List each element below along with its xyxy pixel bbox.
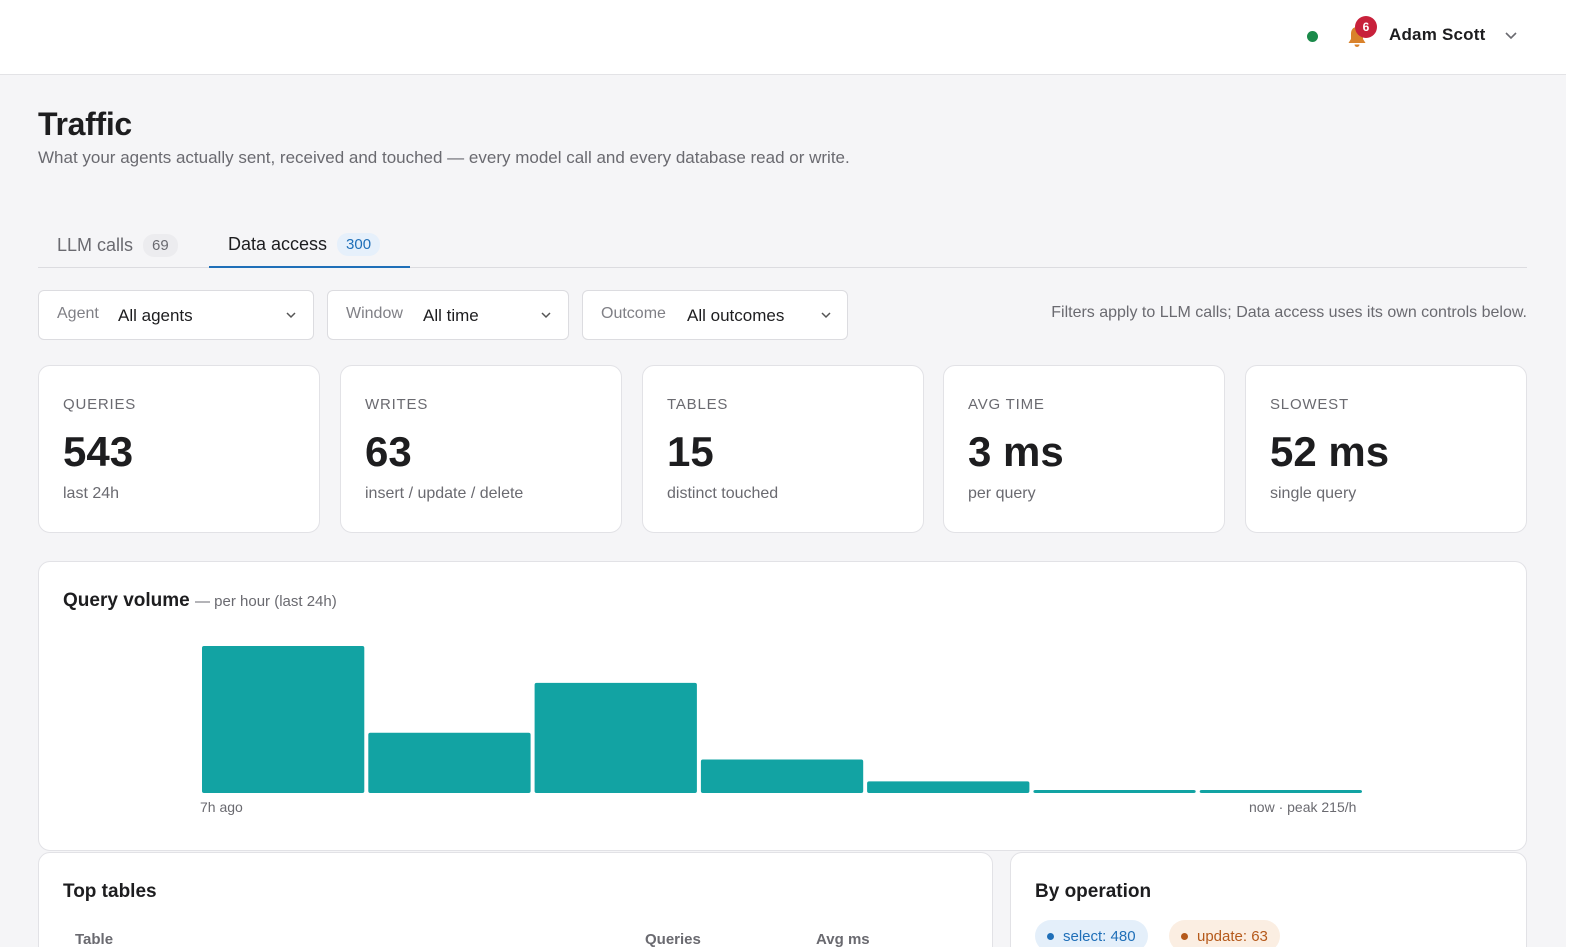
chart-bar[interactable] — [534, 682, 697, 793]
tab-data-access[interactable]: Data access 300 — [209, 222, 410, 268]
chart-bar[interactable] — [700, 759, 864, 794]
kpi-card-tables: TABLES 15 distinct touched — [642, 365, 924, 533]
status-indicator — [1307, 31, 1318, 42]
chart-bar[interactable] — [867, 781, 1030, 793]
chevron-down-icon — [821, 312, 831, 319]
pill-label: select: 480 — [1063, 927, 1136, 945]
tab-llm-calls[interactable]: LLM calls 69 — [57, 222, 178, 268]
tab-bar: LLM calls 69 Data access 300 — [38, 222, 1527, 268]
chevron-down-icon — [286, 312, 296, 319]
section-title: By operation — [1035, 881, 1152, 902]
tab-label: LLM calls — [57, 234, 134, 255]
kpi-value: 52 ms — [1270, 428, 1390, 475]
chart-title-text: Query volume — [63, 590, 190, 611]
kpi-card-writes: WRITES 63 insert / update / delete — [340, 365, 622, 533]
chart-bar[interactable] — [202, 646, 365, 793]
kpi-sub: per query — [968, 485, 1036, 502]
top-tables-card: Top tables Table Queries Avg ms — [38, 852, 993, 947]
axis-label-end: now · peak 215/h — [1249, 799, 1357, 815]
operation-pill-update[interactable]: update: 63 — [1169, 920, 1280, 947]
kpi-value: 15 — [667, 428, 714, 475]
chart-bar[interactable] — [1033, 790, 1196, 793]
filters-note: Filters apply to LLM calls; Data access … — [1051, 304, 1527, 321]
kpi-card-avg-time: AVG TIME 3 ms per query — [943, 365, 1225, 533]
kpi-label: WRITES — [365, 396, 429, 413]
filter-value: All agents — [118, 306, 193, 325]
outcome-filter[interactable]: Outcome All outcomes — [582, 290, 848, 340]
scrollbar[interactable] — [1566, 0, 1574, 947]
agent-filter[interactable]: Agent All agents — [38, 290, 314, 340]
chart-bar[interactable] — [1199, 790, 1362, 793]
kpi-value: 3 ms — [968, 428, 1064, 475]
page-title: Traffic — [38, 106, 132, 142]
kpi-sub: insert / update / delete — [365, 485, 524, 502]
chart-subtitle: — per hour (last 24h) — [195, 593, 337, 610]
chart-bar[interactable] — [368, 732, 531, 793]
axis-label-start: 7h ago — [200, 799, 243, 815]
notification-badge[interactable]: 6 — [1355, 16, 1377, 38]
page-subtitle: What your agents actually sent, received… — [38, 148, 850, 167]
tab-label: Data access — [228, 233, 328, 254]
chart-title: Query volume — per hour (last 24h) — [63, 590, 337, 612]
kpi-sub: last 24h — [63, 485, 120, 502]
filter-value: All time — [423, 306, 479, 325]
tab-count: 300 — [337, 232, 381, 256]
kpi-label: AVG TIME — [968, 396, 1045, 413]
query-volume-chart — [202, 646, 1362, 794]
kpi-sub: distinct touched — [667, 485, 779, 502]
section-title: Top tables — [63, 881, 157, 902]
chevron-down-icon — [541, 312, 551, 319]
kpi-label: SLOWEST — [1270, 396, 1349, 413]
column-header-queries[interactable]: Queries — [645, 931, 701, 947]
column-header-table[interactable]: Table — [75, 931, 114, 947]
filter-label: Window — [346, 305, 403, 322]
operation-pill-select[interactable]: select: 480 — [1035, 920, 1148, 947]
by-operation-card: By operation select: 480 update: 63 — [1010, 852, 1527, 947]
pill-label: update: 63 — [1197, 927, 1268, 945]
top-bar: 6 Adam Scott — [0, 0, 1566, 75]
user-name[interactable]: Adam Scott — [1389, 25, 1486, 44]
pill-dot — [1047, 932, 1054, 940]
filter-label: Agent — [57, 305, 99, 322]
query-volume-card: Query volume — per hour (last 24h) 7h ag… — [38, 561, 1527, 851]
pill-dot — [1181, 932, 1188, 940]
kpi-value: 63 — [365, 428, 412, 475]
chevron-down-icon[interactable] — [1503, 30, 1519, 42]
window-filter[interactable]: Window All time — [327, 290, 569, 340]
filter-label: Outcome — [601, 305, 666, 322]
kpi-card-queries: QUERIES 543 last 24h — [38, 365, 320, 533]
kpi-value: 543 — [63, 428, 134, 475]
column-header-avg-ms[interactable]: Avg ms — [816, 931, 870, 947]
filter-value: All outcomes — [687, 306, 785, 325]
kpi-label: TABLES — [667, 396, 729, 413]
kpi-label: QUERIES — [63, 396, 137, 413]
kpi-sub: single query — [1270, 485, 1357, 502]
kpi-card-slowest: SLOWEST 52 ms single query — [1245, 365, 1527, 533]
tab-count: 69 — [143, 233, 178, 257]
